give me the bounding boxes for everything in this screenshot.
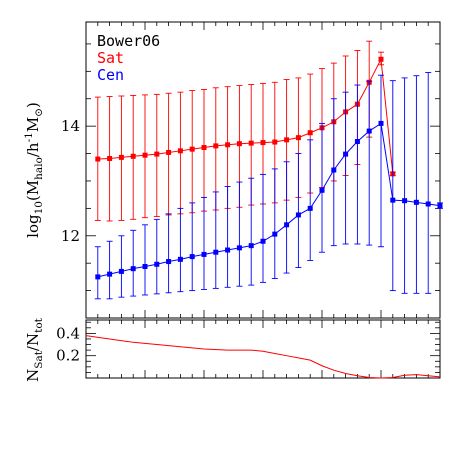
cen-point <box>248 243 254 249</box>
cen-point <box>366 128 372 134</box>
sat-point <box>272 139 278 145</box>
cen-point <box>295 212 301 218</box>
cen-point <box>425 201 431 207</box>
sat-point <box>248 140 254 146</box>
sat-point <box>378 56 384 62</box>
sat-point <box>95 156 101 162</box>
sat-point <box>189 146 195 152</box>
sat-point <box>201 145 207 151</box>
sat-point <box>118 154 124 160</box>
sat-point <box>130 153 136 159</box>
top-y-axis-label: log10(Mhalo/h-1M⊙) <box>23 102 45 238</box>
cen-point <box>225 247 231 253</box>
sat-point <box>307 130 313 136</box>
cen-point <box>201 251 207 257</box>
legend-entry-cen: Cen <box>97 66 124 84</box>
cen-point <box>437 203 443 209</box>
top-series <box>94 40 443 300</box>
bottom-ytick-labels: 0.20.4 <box>56 324 80 364</box>
sat-point <box>260 140 266 146</box>
cen-point <box>236 245 242 251</box>
sat-point <box>295 135 301 141</box>
cen-point <box>107 271 113 277</box>
bottom-series <box>85 335 441 379</box>
cen-point <box>272 231 278 237</box>
cen-point <box>142 263 148 269</box>
cen-point <box>154 261 160 267</box>
cen-point <box>95 274 101 280</box>
cen-point <box>189 254 195 260</box>
legend: Bower06 Sat Cen <box>97 32 160 84</box>
cen-point <box>413 199 419 205</box>
legend-title: Bower06 <box>97 32 160 50</box>
nsat-ntot-line <box>85 335 441 379</box>
legend-entry-sat: Sat <box>97 49 124 67</box>
sat-point <box>225 142 231 148</box>
top-axis-ticks <box>85 22 441 319</box>
cen-point <box>118 268 124 274</box>
top-ytick-labels: 12 14 <box>61 117 80 245</box>
bottom-y-axis-label: NSat/Ntot <box>24 317 45 382</box>
bottom-plot-frame <box>85 319 441 379</box>
top-ytick-label: 12 <box>61 227 80 245</box>
cen-point <box>402 198 408 204</box>
sat-point <box>177 148 183 154</box>
cen-point <box>177 256 183 262</box>
cen-point <box>260 238 266 244</box>
sat-line <box>97 57 394 174</box>
cen-point <box>166 259 172 265</box>
cen-point <box>284 222 290 228</box>
cen-point <box>343 151 349 157</box>
sat-point <box>236 141 242 147</box>
bottom-panel: 0.20.4 NSat/Ntot <box>24 317 441 382</box>
bottom-axis-ticks <box>85 320 441 378</box>
top-panel: 12 14 log10(Mhalo/h-1M⊙) Bower06 Sat Cen <box>23 21 443 319</box>
top-ytick-label: 14 <box>61 117 80 135</box>
sat-point <box>284 137 290 143</box>
bottom-ytick-label: 0.2 <box>56 347 80 365</box>
cen-point <box>319 187 325 193</box>
cen-point <box>354 138 360 144</box>
sat-point <box>107 155 113 161</box>
cen-line <box>97 122 441 278</box>
sat-point <box>142 152 148 158</box>
sat-point <box>154 151 160 157</box>
cen-point <box>390 197 396 203</box>
cen-point <box>130 266 136 272</box>
sat-point <box>166 149 172 155</box>
bottom-ytick-label: 0.4 <box>56 324 80 342</box>
cen-point <box>307 205 313 211</box>
sat-point <box>213 143 219 149</box>
cen-point <box>378 120 384 126</box>
cen-point <box>331 167 337 173</box>
cen-point <box>213 249 219 255</box>
